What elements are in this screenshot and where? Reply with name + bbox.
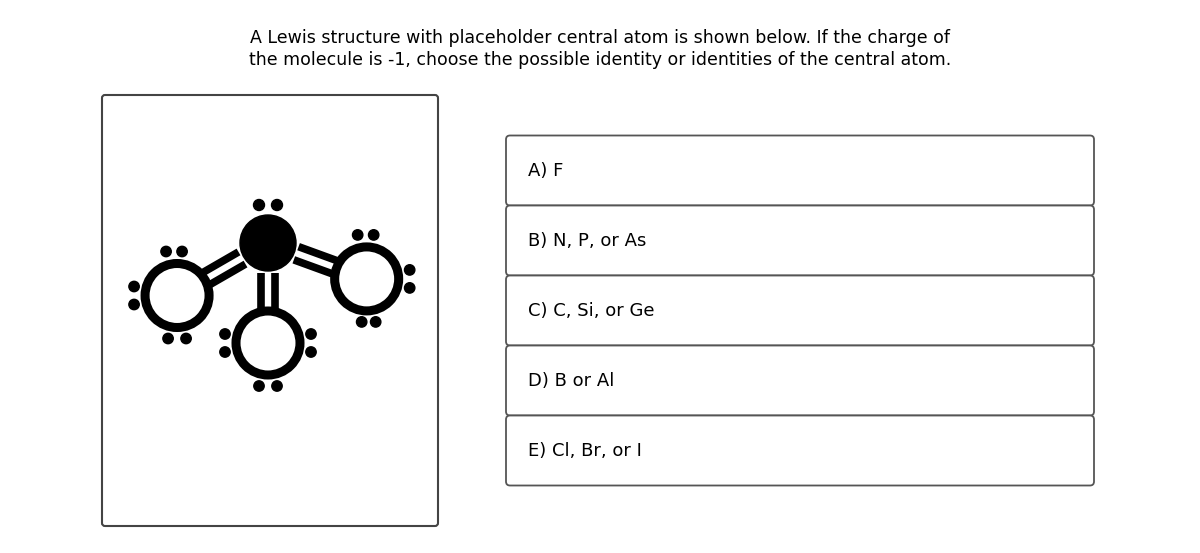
FancyBboxPatch shape	[506, 275, 1094, 346]
Circle shape	[368, 229, 379, 240]
FancyBboxPatch shape	[506, 135, 1094, 206]
Circle shape	[163, 333, 173, 344]
Circle shape	[371, 317, 380, 327]
Circle shape	[128, 281, 139, 291]
Circle shape	[240, 215, 296, 271]
Text: E) Cl, Br, or I: E) Cl, Br, or I	[528, 441, 642, 460]
Circle shape	[306, 329, 317, 339]
Circle shape	[220, 347, 230, 357]
FancyBboxPatch shape	[506, 206, 1094, 275]
Text: the molecule is -1, choose the possible identity or identities of the central at: the molecule is -1, choose the possible …	[248, 51, 952, 69]
Circle shape	[176, 246, 187, 257]
Circle shape	[161, 246, 172, 257]
FancyBboxPatch shape	[102, 95, 438, 526]
Circle shape	[306, 347, 317, 357]
Circle shape	[272, 381, 282, 391]
Circle shape	[128, 299, 139, 310]
Circle shape	[271, 200, 282, 211]
Text: A Lewis structure with placeholder central atom is shown below. If the charge of: A Lewis structure with placeholder centr…	[250, 29, 950, 47]
Circle shape	[254, 381, 264, 391]
Circle shape	[404, 283, 415, 293]
Circle shape	[220, 329, 230, 339]
Text: D) B or Al: D) B or Al	[528, 372, 614, 389]
Text: A) F: A) F	[528, 161, 563, 180]
Text: B) N, P, or As: B) N, P, or As	[528, 232, 647, 249]
Circle shape	[353, 229, 362, 240]
Circle shape	[356, 317, 367, 327]
Circle shape	[181, 333, 191, 344]
Text: C) C, Si, or Ge: C) C, Si, or Ge	[528, 301, 654, 320]
Circle shape	[253, 200, 264, 211]
Circle shape	[404, 265, 415, 275]
FancyBboxPatch shape	[506, 346, 1094, 415]
FancyBboxPatch shape	[506, 415, 1094, 486]
